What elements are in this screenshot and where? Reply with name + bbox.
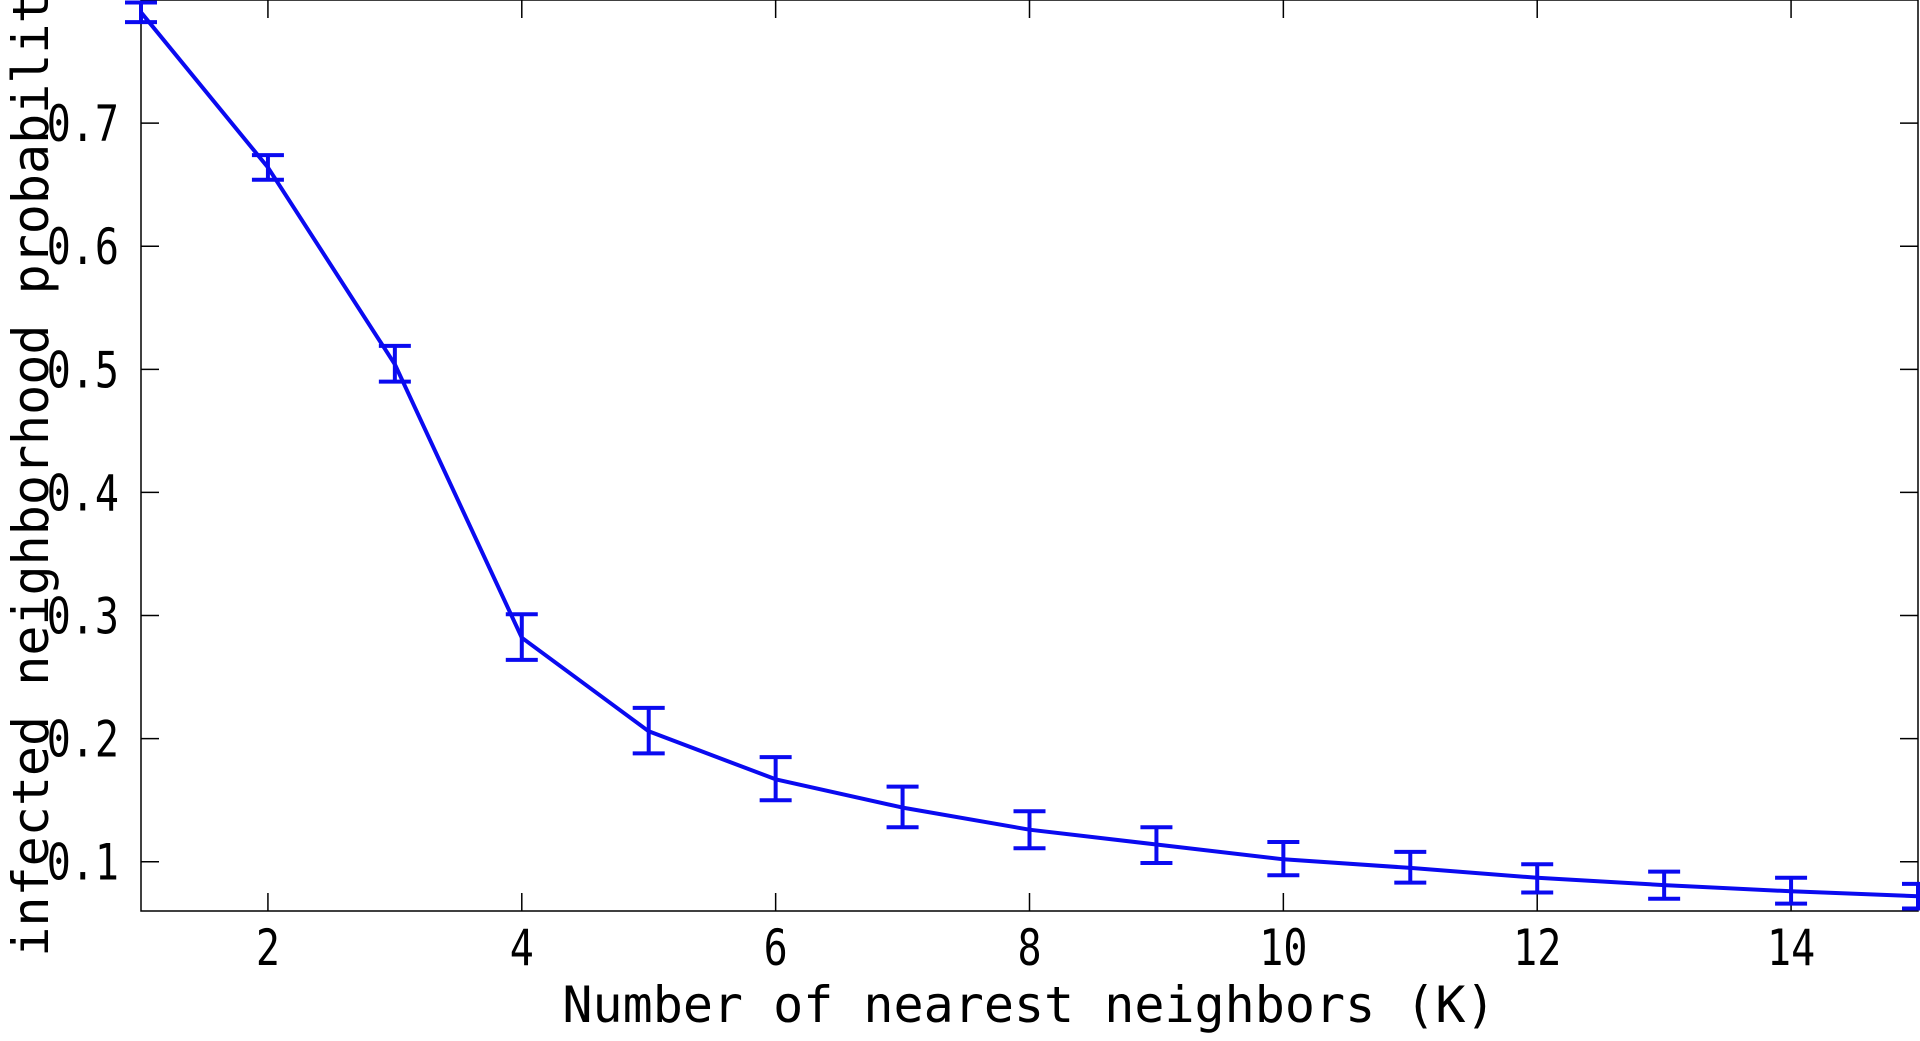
x-axis-ticks: 2 4 6 8 10 12 14 bbox=[256, 0, 1815, 977]
y-tick-label: 0.3 bbox=[47, 587, 119, 646]
y-axis-ticks: 0.1 0.2 0.3 0.4 0.5 0.6 0.7 bbox=[47, 95, 1918, 892]
x-axis-label: Number of nearest neighbors (K) bbox=[562, 976, 1495, 1034]
x-tick-label: 12 bbox=[1513, 919, 1561, 978]
plot-frame bbox=[140, 0, 1919, 912]
y-tick-label: 0.4 bbox=[47, 464, 119, 523]
y-tick-label: 0.1 bbox=[47, 833, 119, 892]
y-tick-label: 0.7 bbox=[47, 95, 119, 154]
x-tick-label: 2 bbox=[256, 919, 280, 978]
y-tick-label: 0.6 bbox=[47, 218, 119, 277]
error-bar bbox=[1902, 881, 1920, 911]
x-tick-label: 6 bbox=[764, 919, 788, 978]
y-tick-label: 0.5 bbox=[47, 341, 119, 400]
error-bars bbox=[125, 0, 1920, 911]
y-axis-label: infected neighborhood probability bbox=[2, 0, 60, 957]
x-tick-label: 4 bbox=[510, 919, 534, 978]
x-tick-label: 14 bbox=[1767, 919, 1815, 978]
x-tick-label: 8 bbox=[1017, 919, 1041, 978]
series-line bbox=[139, 11, 1919, 899]
y-tick-label: 0.2 bbox=[47, 710, 119, 769]
x-tick-label: 10 bbox=[1259, 919, 1307, 978]
